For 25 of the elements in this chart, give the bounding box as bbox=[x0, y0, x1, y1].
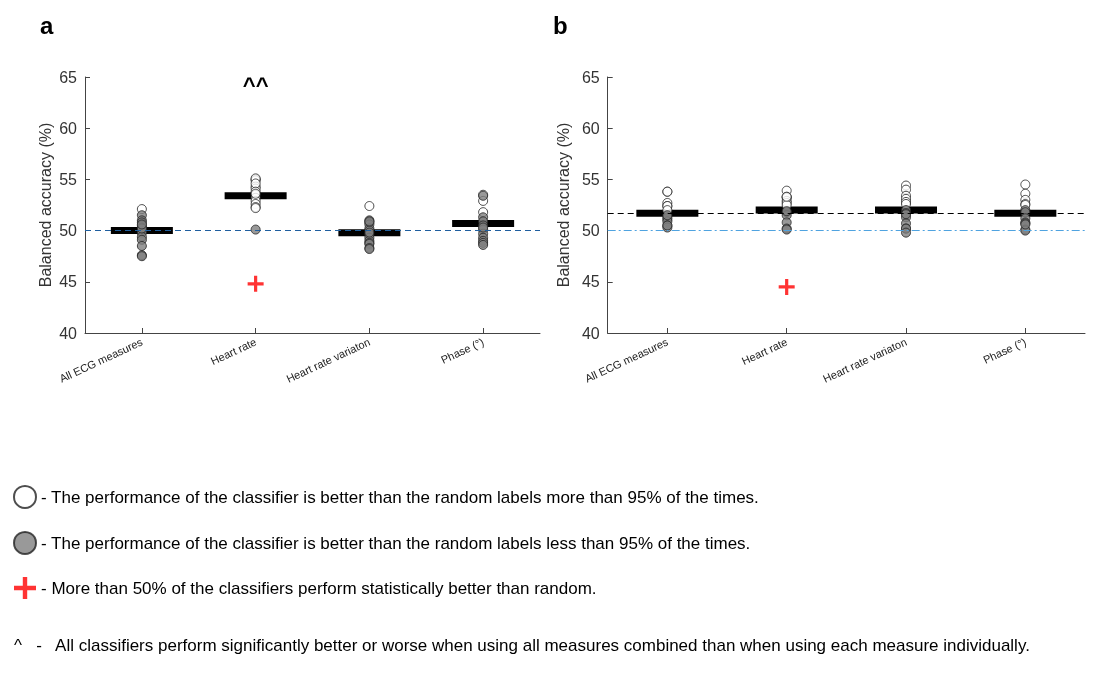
y-tick-label: 55 bbox=[59, 170, 78, 188]
legend-label: - More than 50% of the classifiers perform statistically better than random. bbox=[41, 578, 597, 598]
x-tick-label: Heart rate bbox=[739, 335, 790, 368]
x-tick-label: Heart rate bbox=[208, 335, 259, 368]
y-tick-label: 45 bbox=[581, 273, 600, 291]
y-tick-label: 40 bbox=[581, 324, 600, 342]
legend-label: - The performance of the classifier is better than the random labels less than 95% of the times. bbox=[41, 533, 751, 553]
y-tick-label: 40 bbox=[59, 324, 78, 342]
y-axis-title: Balanced accuracy (%) bbox=[554, 122, 572, 288]
text: ^ - All classifiers perform significantly better or worse when using all measures combined than when using each measure individually. bbox=[14, 635, 1030, 655]
annotation: ^^ bbox=[242, 72, 269, 98]
chart-title: b bbox=[553, 11, 568, 39]
y-tick-label: 55 bbox=[581, 170, 600, 188]
y-tick-label: 65 bbox=[581, 68, 600, 86]
y-tick-label: 50 bbox=[581, 222, 600, 240]
y-axis-title: Balanced accuracy (%) bbox=[36, 122, 54, 288]
x-tick-label: Phase (°) bbox=[981, 335, 1028, 366]
chart-title: a bbox=[40, 11, 54, 39]
y-tick-label: 60 bbox=[59, 119, 78, 137]
y-tick-label: 65 bbox=[59, 68, 78, 86]
y-tick-label: 60 bbox=[581, 119, 600, 137]
legend-label: - The performance of the classifier is better than the random labels more than 95% of the times. bbox=[41, 487, 759, 507]
y-tick-label: 50 bbox=[59, 222, 78, 240]
x-tick-label: Phase (°) bbox=[438, 335, 486, 366]
y-tick-label: 45 bbox=[59, 273, 78, 291]
